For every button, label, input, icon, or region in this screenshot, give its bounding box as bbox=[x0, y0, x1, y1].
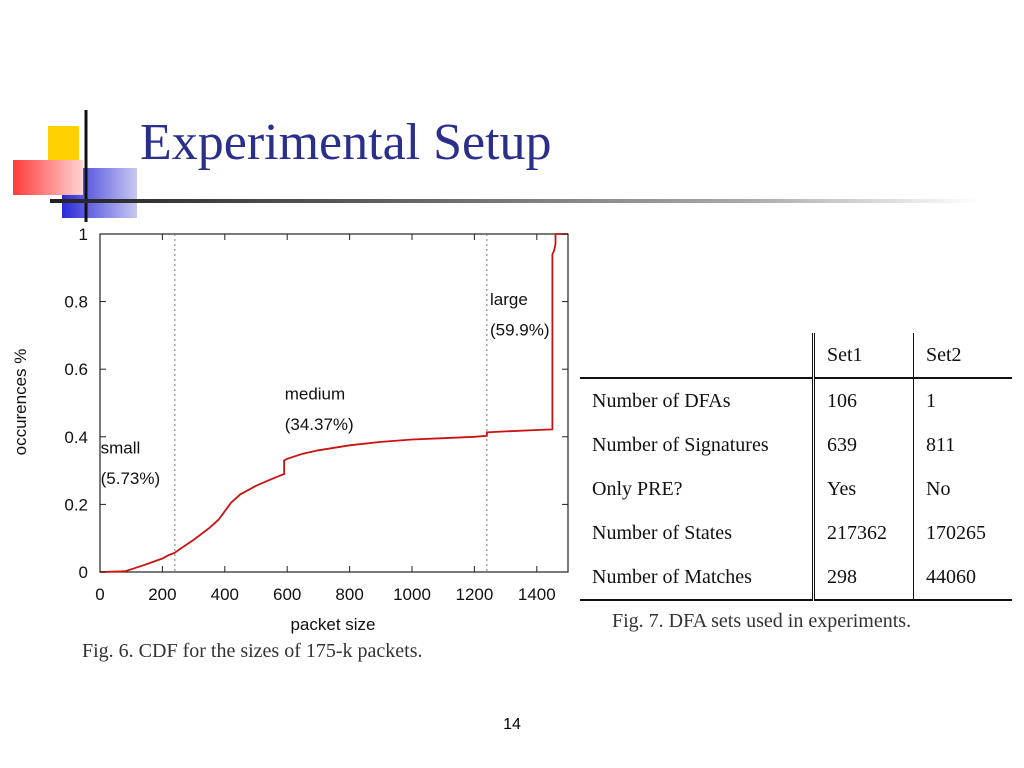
chart-annotation: large bbox=[490, 290, 528, 309]
x-tick-label: 400 bbox=[211, 585, 239, 604]
x-tick-label: 1200 bbox=[455, 585, 493, 604]
chart-annotation: medium bbox=[285, 385, 345, 404]
table-cell: 298 bbox=[812, 555, 914, 601]
chart-annotation: small bbox=[101, 439, 141, 458]
deco-red-square bbox=[13, 160, 83, 195]
y-tick-label: 0.4 bbox=[64, 428, 88, 447]
table-cell: Number of Matches bbox=[580, 555, 814, 601]
table-header-cell: Set1 bbox=[812, 333, 914, 379]
y-tick-label: 1 bbox=[79, 225, 88, 244]
chart-annotation: (5.73%) bbox=[101, 469, 161, 488]
title-rule bbox=[50, 199, 980, 203]
deco-yellow-square bbox=[48, 126, 79, 165]
x-tick-label: 0 bbox=[95, 585, 104, 604]
page-number: 14 bbox=[503, 716, 521, 733]
chart-annotation: (59.9%) bbox=[490, 320, 550, 339]
x-tick-label: 200 bbox=[148, 585, 176, 604]
table-cell: Number of DFAs bbox=[592, 389, 731, 412]
cdf-series-line bbox=[99, 233, 568, 573]
table-cell: 170265 bbox=[913, 511, 1012, 555]
table-header-cell bbox=[580, 333, 814, 379]
table-row: Number of Matches 298 44060 bbox=[580, 555, 1012, 601]
title-decoration bbox=[13, 110, 137, 222]
table-cell: 811 bbox=[913, 423, 1012, 467]
table-header-cell: Set2 bbox=[913, 333, 1012, 379]
fig6-caption: Fig. 6. CDF for the sizes of 175-k packe… bbox=[82, 640, 423, 662]
table-cell: 639 bbox=[812, 423, 914, 467]
x-tick-label: 1400 bbox=[518, 585, 556, 604]
table-cell: Yes bbox=[812, 467, 914, 511]
table-row: Number of Signatures 639 811 bbox=[580, 423, 1012, 467]
table-row: Number of States 217362 170265 bbox=[580, 511, 1012, 555]
y-tick-label: 0.6 bbox=[64, 360, 88, 379]
table-header-row: Set1 Set2 bbox=[580, 333, 1012, 379]
table-cell: Number of States bbox=[592, 521, 732, 544]
table-row: Number of DFAs 106 1 bbox=[580, 378, 1012, 423]
table-cell: Only PRE? bbox=[592, 477, 683, 500]
x-axis-label: packet size bbox=[290, 615, 375, 634]
y-tick-label: 0 bbox=[79, 563, 88, 582]
y-tick-label: 0.2 bbox=[64, 495, 88, 514]
cdf-chart: 0 200 400 600 800 1000 1200 140000.20.40.60.81 … bbox=[11, 225, 569, 634]
table-row: Only PRE? Yes No bbox=[580, 467, 1012, 511]
slide-title: Experimental Setup bbox=[140, 114, 552, 171]
y-tick-label: 0.8 bbox=[64, 293, 88, 312]
x-tick-label: 1000 bbox=[393, 585, 431, 604]
table-cell: No bbox=[913, 467, 1012, 511]
table-cell: 1 bbox=[913, 378, 1012, 423]
fig7-caption: Fig. 7. DFA sets used in experiments. bbox=[612, 610, 912, 632]
x-tick-label: 600 bbox=[273, 585, 301, 604]
y-axis-label: occurences % bbox=[11, 349, 30, 456]
dfa-sets-table: Set1 Set2 Number of DFAs 106 1 Number of… bbox=[580, 333, 1012, 601]
table-cell: 106 bbox=[812, 378, 914, 423]
x-tick-label: 800 bbox=[335, 585, 363, 604]
table-cell: Number of Signatures bbox=[592, 433, 769, 456]
chart-annotation: (34.37%) bbox=[285, 415, 354, 434]
table-cell: 217362 bbox=[812, 511, 914, 555]
table-cell: 44060 bbox=[913, 555, 1012, 601]
plot-frame bbox=[99, 233, 569, 573]
